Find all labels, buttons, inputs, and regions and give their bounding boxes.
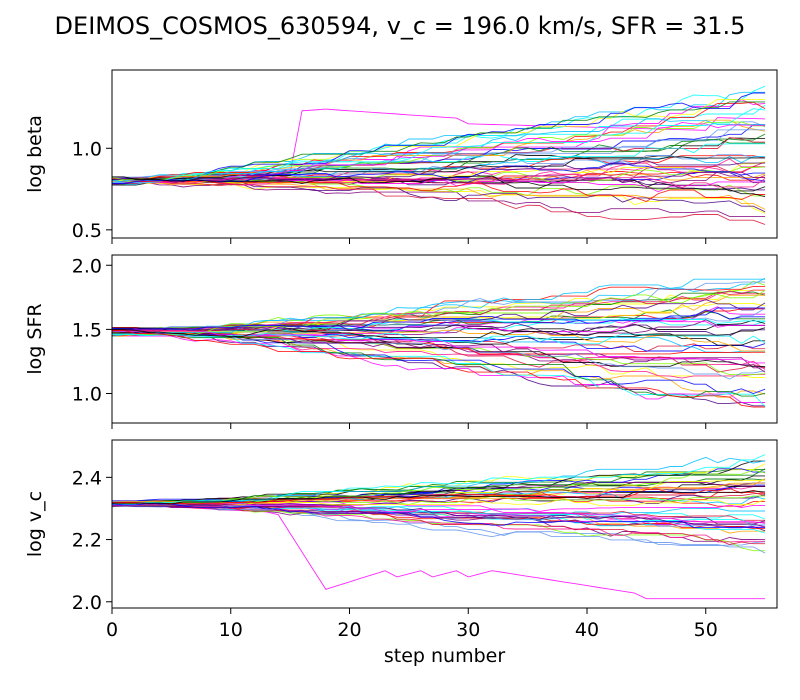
axes-frame [111,254,778,424]
walker-line [112,180,766,217]
x-tick-label: 20 [337,619,361,641]
walker-line [112,503,766,528]
walker-line [112,291,766,332]
walker-traces [112,277,766,408]
walker-line [112,178,766,213]
x-tick-label: 30 [456,619,480,641]
walker-line [112,159,766,183]
walker-line [112,495,766,506]
walker-line [112,330,766,364]
walker-line [112,108,766,184]
y-ticks: 0.5 1.0 [72,138,112,242]
y-axis-label: log SFR [24,303,46,374]
x-ticks [111,238,707,244]
walker-line [112,309,766,330]
y-tick-label: 2.4 [72,467,102,489]
y-tick-label: 1.0 [72,138,102,160]
walker-line [112,454,766,505]
y-tick-label: 2.2 [72,530,102,552]
walker-traces [112,85,766,225]
x-tick-label: 50 [694,619,718,641]
walker-line [112,329,766,373]
walker-line [112,490,766,505]
y-tick-label: 0.5 [72,220,102,242]
walker-line [112,156,766,181]
panel-log-beta: 0.5 1.0 log beta [24,69,778,244]
y-tick-label: 2.0 [72,592,102,614]
walker-line [112,180,766,202]
x-tick-label: 10 [219,619,243,641]
walker-line [112,505,766,554]
walker-line [112,327,766,339]
walker-line [112,139,766,183]
walker-line [112,129,766,178]
walker-line [112,118,766,184]
x-axis-label: step number [384,645,505,667]
walker-line [112,335,766,403]
walker-line [112,101,766,185]
walker-line [112,172,766,186]
walker-line [112,121,766,183]
walker-line [112,92,766,181]
x-tick-label: 40 [575,619,599,641]
walker-line [112,289,766,331]
panel-log-vc: 2.0 2.2 2.4 0 10 20 30 40 50 log v_c [24,439,778,641]
y-axis-label: log v_c [24,491,46,557]
y-ticks: 1.0 1.5 2.0 [72,255,112,406]
panel-log-sfr: 1.0 1.5 2.0 log SFR [24,254,778,429]
walker-line [112,505,766,525]
y-tick-label: 2.0 [72,255,102,277]
x-ticks [111,423,707,429]
y-ticks: 2.0 2.2 2.4 [72,467,112,614]
y-tick-label: 1.0 [72,384,102,406]
y-axis-label: log beta [24,115,46,193]
walker-line [112,178,766,225]
walker-traces [112,454,766,600]
walker-line [112,503,766,524]
walker-line [112,278,766,337]
axes-frame [111,439,778,609]
walker-line [112,330,766,398]
x-tick-label: 0 [106,619,118,641]
walker-line [112,294,766,334]
chart-title: DEIMOS_COSMOS_630594, v_c = 196.0 km/s, … [54,12,746,40]
walker-line [112,175,766,198]
walker-line [112,330,766,408]
y-tick-label: 1.5 [72,319,102,341]
axes-frame [111,69,778,239]
x-ticks: 0 10 20 30 40 50 [106,608,718,641]
walker-line [112,502,766,552]
walker-line [112,299,766,331]
walker-line [112,488,766,505]
